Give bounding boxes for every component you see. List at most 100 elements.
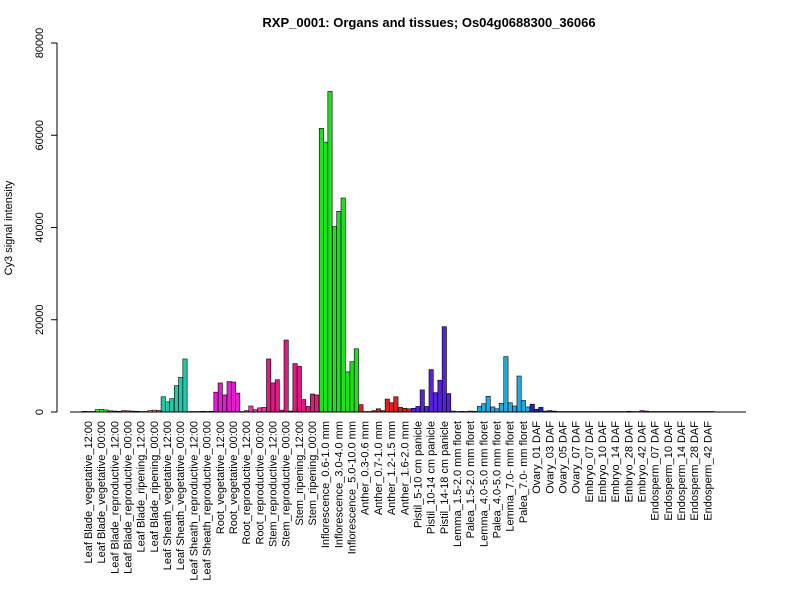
x-tick-label: Leaf Blade_vegetative_00:00	[96, 421, 108, 564]
x-tick-label: Leaf Sheath_vegetative_00:00	[175, 421, 187, 570]
x-tick-label: Endosperm_07 DAF	[650, 421, 662, 521]
bar	[441, 326, 447, 413]
y-axis: 0 20000 40000 60000 80000	[34, 28, 58, 415]
x-tick-label: Palea_7.0- mm floret	[518, 421, 530, 523]
x-tick-label: Pistil_14-18 cm panicle	[439, 421, 451, 534]
bar	[261, 407, 267, 413]
x-tick-label: Leaf Sheath_reproductive_00:00	[202, 421, 214, 581]
y-tick-label: 40000	[34, 212, 46, 243]
x-tick-label: Lemma_7.0- mm floret	[505, 421, 517, 532]
x-tick-label: Root_reproductive_12:00	[241, 421, 253, 545]
bar	[222, 394, 227, 413]
bar	[323, 141, 329, 413]
bar	[257, 407, 263, 413]
x-tick-label: Inflorescence_0.6-1.0 mm	[320, 421, 332, 548]
bar	[165, 401, 170, 413]
bar	[292, 363, 298, 413]
bar	[178, 377, 184, 413]
bar	[283, 339, 289, 413]
x-tick-label: Root_reproductive_00:00	[254, 421, 266, 545]
bar	[507, 402, 513, 413]
x-tick-label: Anther_0.3-0.6 mm	[360, 421, 372, 515]
bar	[503, 356, 509, 413]
bar	[353, 348, 359, 413]
x-tick-label: Leaf Blade_vegetative_12:00	[83, 421, 95, 564]
bar	[173, 385, 179, 413]
x-tick-label: Palea_1.5-2.0 mm floret	[465, 421, 477, 538]
x-tick-label: Embryo_14 DAF	[610, 421, 622, 503]
bar	[538, 407, 544, 413]
x-tick-label: Embryo_10 DAF	[597, 421, 609, 503]
bars	[81, 91, 715, 413]
bar	[296, 366, 302, 413]
bar	[358, 404, 364, 413]
bar	[217, 382, 223, 413]
bar	[498, 402, 504, 413]
y-tick-label: 60000	[34, 120, 46, 151]
x-tick-label: Lemma_1.5-2.0 mm floret	[452, 421, 464, 547]
bar	[384, 398, 390, 413]
x-tick-label: Anther_1.2-1.5 mm	[386, 421, 398, 515]
x-tick-label: Root_vegetative_00:00	[228, 421, 240, 534]
x-tick-label: Leaf Sheath_reproductive_12:00	[188, 421, 200, 581]
x-tick-label: Ovary_07 DAF	[571, 421, 583, 494]
bar	[301, 399, 307, 413]
x-tick-label: Anther_0.7-1.0 mm	[373, 421, 385, 515]
chart-title: RXP_0001: Organs and tissues; Os04g06883…	[262, 15, 595, 30]
x-tick-label: Embryo_42 DAF	[637, 421, 649, 503]
bar	[424, 406, 430, 413]
bar	[432, 392, 438, 413]
bar	[160, 396, 166, 413]
x-tick-label: Stem_reproductive_00:00	[281, 421, 293, 547]
bar	[446, 393, 452, 413]
bar	[512, 405, 517, 413]
x-tick-label: Leaf Blade_ripening_12:00	[136, 421, 148, 553]
bar	[419, 389, 425, 413]
bar	[266, 358, 272, 413]
bar	[318, 128, 324, 413]
x-tick-label: Leaf Blade_reproductive_12:00	[109, 421, 121, 574]
bar	[485, 396, 491, 413]
bar	[415, 406, 421, 413]
bar	[529, 403, 535, 413]
x-tick-label: Anther_1.6-2.0 mm	[399, 421, 411, 515]
bar	[477, 406, 482, 413]
bar	[235, 392, 241, 413]
bar	[398, 407, 403, 413]
x-tick-label: Embryo_07 DAF	[584, 421, 596, 503]
bar	[226, 381, 232, 413]
bar	[230, 381, 236, 413]
x-tick-label: Root_vegetative_12:00	[215, 421, 227, 534]
x-tick-label: Endosperm_10 DAF	[663, 421, 675, 521]
bar	[349, 361, 355, 413]
bar	[393, 396, 399, 413]
bar	[336, 211, 342, 413]
x-tick-label: Lemma_4.0-5.0 mm floret	[478, 421, 490, 547]
x-tick-label: Ovary_03 DAF	[544, 421, 556, 494]
bar	[248, 405, 254, 413]
bar	[305, 406, 311, 413]
y-tick-label: 0	[34, 409, 46, 415]
x-tick-label: Leaf Blade_ripening_00:00	[149, 421, 161, 553]
bar	[182, 358, 188, 413]
bar	[389, 402, 395, 413]
x-tick-label: Inflorescence_3.0-4.0 mm	[333, 421, 345, 548]
x-tick-label: Leaf Sheath_vegetative_12:00	[162, 421, 174, 570]
bar	[437, 379, 443, 413]
x-tick-label: Stem_ripening_12:00	[294, 421, 306, 526]
bar	[411, 408, 417, 413]
x-tick-label: Ovary_01 DAF	[531, 421, 543, 494]
x-tick-label: Pistil_10-14 cm panicle	[426, 421, 438, 534]
x-tick-label: Stem_reproductive_12:00	[267, 421, 279, 547]
bar	[525, 406, 531, 413]
bar	[213, 391, 219, 413]
x-tick-label: Endosperm_14 DAF	[676, 421, 688, 521]
x-tick-label: Leaf Blade_reproductive_00:00	[122, 421, 134, 574]
bar	[428, 369, 434, 413]
bar	[314, 394, 320, 413]
bar	[490, 406, 496, 413]
bar	[520, 400, 526, 413]
x-axis-tick-labels: Leaf Blade_vegetative_12:00 Leaf Blade_ve…	[83, 421, 714, 581]
bar	[310, 393, 315, 413]
